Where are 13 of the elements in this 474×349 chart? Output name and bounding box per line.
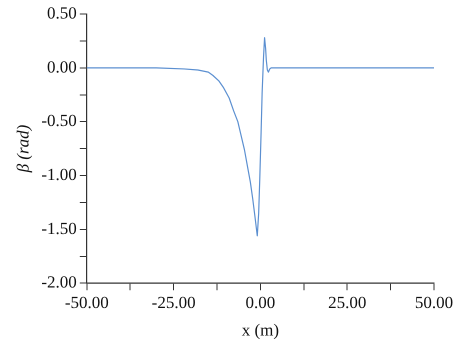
- x-tick-label: -25.00: [152, 292, 196, 312]
- y-tick-label: -1.50: [41, 218, 77, 238]
- x-tick-label: 0.00: [246, 292, 276, 312]
- y-tick-label: -0.50: [41, 111, 77, 130]
- y-tick-label: -1.00: [41, 164, 77, 184]
- x-tick-label: 50.00: [414, 292, 454, 312]
- y-tick-label: -2.00: [41, 272, 77, 292]
- y-axis-title: β (rad): [14, 124, 33, 174]
- x-tick-label: -50.00: [64, 292, 109, 312]
- y-tick-label: 0.00: [47, 57, 77, 76]
- x-tick-label: 25.00: [328, 292, 366, 312]
- x-axis-title: x (m): [242, 320, 280, 340]
- y-tick-label: 0.50: [47, 3, 77, 22]
